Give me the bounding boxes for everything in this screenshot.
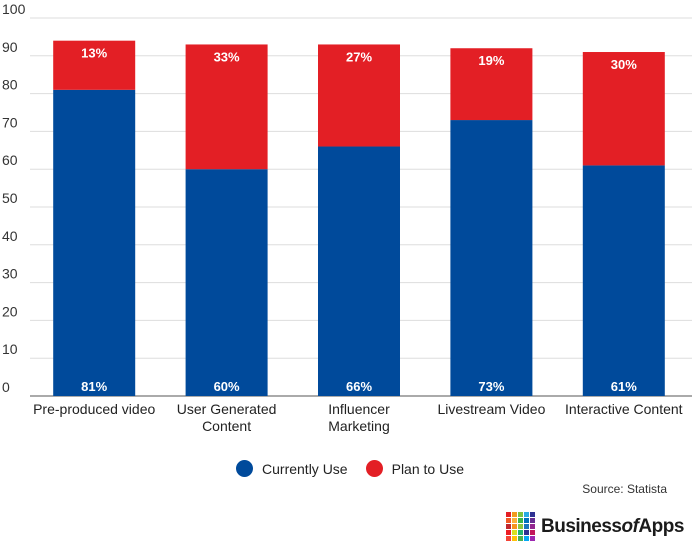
- bar-currently-use-2: [318, 146, 400, 396]
- bar-plan-to-use-3: [450, 48, 533, 121]
- bar-currently-use-1: [185, 169, 268, 396]
- brand-logo-tile: [524, 512, 529, 517]
- bar-plan-to-use-1: [185, 44, 268, 170]
- legend: Currently Use Plan to Use: [0, 460, 700, 477]
- stacked-bar-chart: 0 10 20 30 40 50 60 70 80 90 100 81% 13% 60% 33% 66% 27…: [2, 1, 692, 434]
- brand-logo-tile: [524, 524, 529, 529]
- legend-dot-plan-to-use: [365, 460, 383, 477]
- brand-logo-tile: [518, 536, 523, 541]
- bar-plan-to-use-2: [318, 44, 400, 147]
- brand-logo-tile: [524, 536, 529, 541]
- brand-logo-tile: [506, 524, 511, 529]
- y-tick-label-0: 0: [2, 379, 10, 395]
- brand-logo-tile: [530, 536, 535, 541]
- bar-currently-use-3: [450, 120, 533, 396]
- legend-item-plan-to-use: Plan to Use: [365, 460, 464, 477]
- bar-plan-to-use-4: [582, 52, 665, 166]
- brand-logo-tile: [518, 524, 523, 529]
- y-tick-label-70: 70: [2, 114, 18, 130]
- y-axis-ticks: 0 10 20 30 40 50 60 70 80 90 100: [2, 1, 26, 395]
- y-tick-label-10: 10: [2, 341, 18, 357]
- brand-logo-tile: [506, 518, 511, 523]
- brand-logo-tile: [530, 518, 535, 523]
- category-label-3-line-0: Livestream Video: [437, 401, 545, 417]
- bar-plan-to-use-0: [53, 40, 136, 90]
- brand-logo-tile: [506, 536, 511, 541]
- brand-logo-tile: [518, 530, 523, 535]
- brand-logo-tile: [512, 536, 517, 541]
- data-label-plan-to-use-4: 30%: [611, 57, 637, 72]
- data-label-currently-use-4: 61%: [611, 379, 637, 394]
- brand-name: BusinessofApps: [541, 515, 684, 537]
- data-label-plan-to-use-3: 19%: [478, 53, 504, 68]
- data-label-currently-use-0: 81%: [81, 379, 107, 394]
- y-tick-label-100: 100: [2, 1, 26, 17]
- category-label-0-line-0: Pre-produced video: [33, 401, 155, 417]
- brand-logo-tile: [530, 524, 535, 529]
- brand-logo-tile: [530, 530, 535, 535]
- brand-logo-tile: [506, 530, 511, 535]
- brand-logo-tile: [518, 512, 523, 517]
- brand-logo-icon: [506, 512, 535, 541]
- legend-label-plan-to-use: Plan to Use: [391, 460, 464, 477]
- bars: 81% 13% 60% 33% 66% 27% 73% 19% 61% 30%: [53, 40, 665, 396]
- brand-logo: BusinessofApps: [506, 512, 684, 541]
- y-tick-label-40: 40: [2, 228, 18, 244]
- brand-logo-tile: [524, 530, 529, 535]
- bar-currently-use-4: [582, 165, 665, 396]
- data-label-currently-use-3: 73%: [478, 379, 504, 394]
- category-label-2-line-0: Influencer: [328, 401, 390, 417]
- category-label-2-line-1: Marketing: [328, 418, 389, 434]
- data-label-currently-use-2: 66%: [346, 379, 372, 394]
- legend-item-currently-use: Currently Use: [236, 460, 348, 477]
- category-label-4-line-0: Interactive Content: [565, 401, 683, 417]
- brand-logo-tile: [512, 524, 517, 529]
- y-tick-label-30: 30: [2, 266, 18, 282]
- brand-logo-tile: [530, 512, 535, 517]
- brand-logo-tile: [512, 512, 517, 517]
- brand-logo-tile: [512, 530, 517, 535]
- brand-logo-tile: [518, 518, 523, 523]
- category-label-1-line-0: User Generated: [177, 401, 277, 417]
- data-label-plan-to-use-0: 13%: [81, 46, 107, 61]
- legend-dot-currently-use: [236, 460, 254, 477]
- y-tick-label-50: 50: [2, 190, 18, 206]
- data-label-currently-use-1: 60%: [214, 379, 240, 394]
- bar-currently-use-0: [53, 89, 136, 396]
- y-tick-label-20: 20: [2, 303, 18, 319]
- brand-logo-tile: [524, 518, 529, 523]
- source-note: Source: Statista: [582, 482, 667, 496]
- legend-label-currently-use: Currently Use: [262, 460, 348, 477]
- category-label-1-line-1: Content: [202, 418, 251, 434]
- y-tick-label-80: 80: [2, 77, 18, 93]
- data-label-plan-to-use-2: 27%: [346, 49, 372, 64]
- data-label-plan-to-use-1: 33%: [214, 49, 240, 64]
- y-tick-label-90: 90: [2, 39, 18, 55]
- y-tick-label-60: 60: [2, 152, 18, 168]
- brand-logo-tile: [506, 512, 511, 517]
- brand-logo-tile: [512, 518, 517, 523]
